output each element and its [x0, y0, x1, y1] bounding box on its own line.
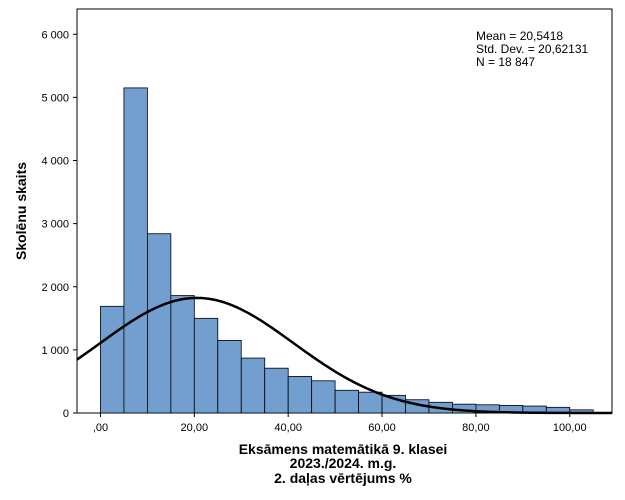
histogram-bar: [217, 340, 242, 414]
histogram-bar: [146, 233, 172, 414]
stats-std-dev: Std. Dev. = 20,62131: [476, 42, 589, 56]
y-tick-label: 3 000: [41, 219, 69, 231]
x-tick-label: 20,00: [181, 422, 209, 434]
x-tick-label: 40,00: [274, 422, 302, 434]
histogram-bar: [311, 380, 336, 414]
normal-curve: [76, 296, 612, 415]
histogram-bar: [123, 87, 148, 414]
stats-n: N = 18 847: [476, 55, 535, 69]
x-axis-title-line-3: 2. daļas vērtējums %: [274, 470, 412, 486]
y-tick-label: 5 000: [41, 92, 69, 104]
histogram-bar: [358, 391, 383, 414]
x-tick-label: 100,00: [553, 422, 587, 434]
y-axis: 0 1 000 2 000 3 000 4 000 5 000 6 000: [41, 29, 77, 420]
x-tick-label: 60,00: [368, 422, 396, 434]
y-axis-title: Skolēnu skaits: [13, 162, 29, 260]
y-tick-label: 2 000: [41, 282, 69, 294]
histogram-bar: [240, 357, 266, 414]
histogram-bar: [100, 305, 125, 414]
histogram-bar: [193, 317, 219, 414]
histogram-bar: [264, 367, 289, 414]
bars-group: [100, 87, 594, 414]
x-axis: ,00 20,00 40,00 60,00 80,00 100,00: [93, 413, 587, 434]
x-tick-label: ,00: [93, 422, 108, 434]
y-tick-label: 6 000: [41, 29, 69, 41]
y-tick-label: 1 000: [41, 345, 69, 357]
x-axis-title-line-2: 2023./2024. m.g.: [290, 455, 397, 471]
x-tick-label: 80,00: [462, 422, 490, 434]
y-tick-label: 0: [63, 408, 69, 420]
histogram-bar: [287, 375, 313, 414]
histogram-bar: [170, 295, 195, 414]
stats-mean: Mean = 20,5418: [476, 29, 563, 43]
histogram-bar: [334, 389, 359, 414]
y-tick-label: 4 000: [41, 156, 69, 168]
x-axis-title-line-1: Eksāmens matemātikā 9. klasei: [239, 441, 448, 457]
